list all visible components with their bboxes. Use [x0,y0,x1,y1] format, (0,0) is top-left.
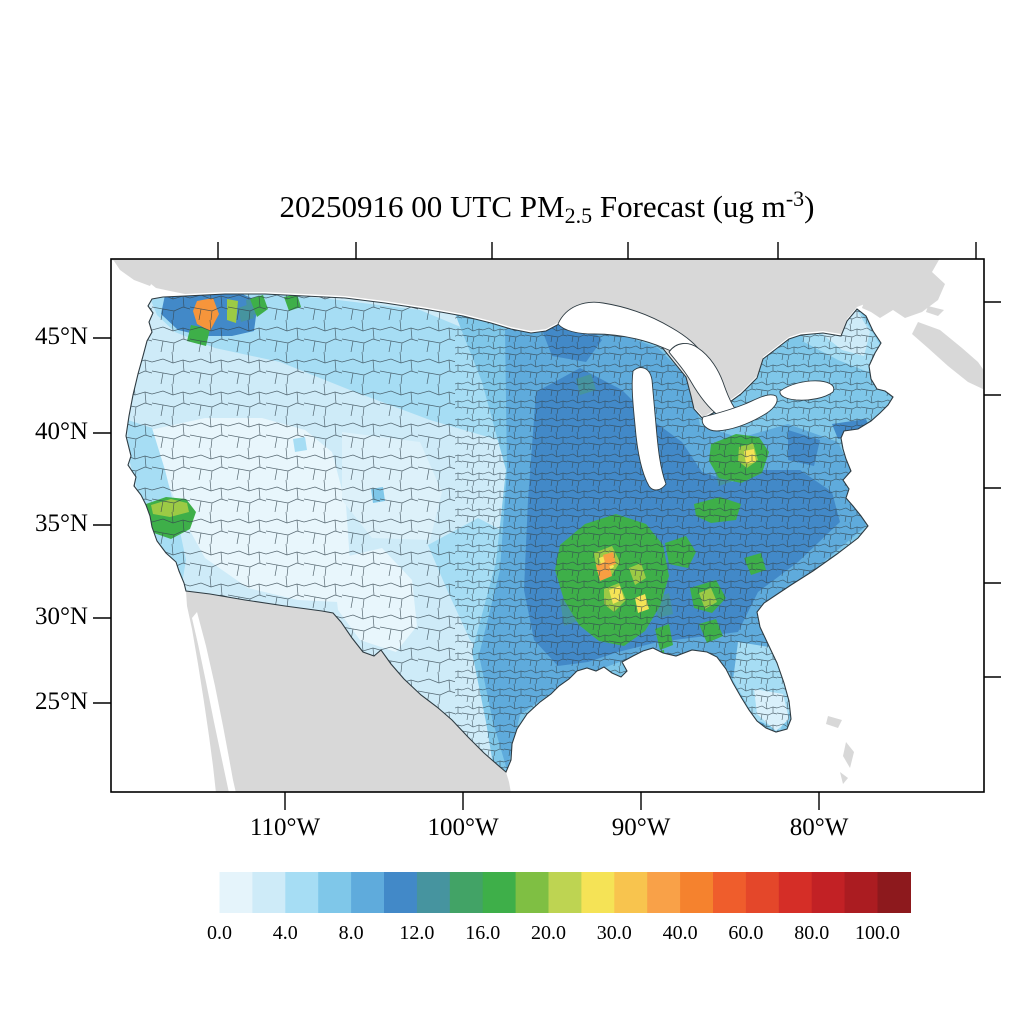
lat-tick-label: 40°N [34,418,88,445]
colorbar-tick-label: 40.0 [662,922,698,944]
colorbar-tick-label: 12.0 [399,922,435,944]
lake-erie [701,394,778,432]
colorbar-segment [811,872,846,913]
lake-ontario [779,380,835,401]
lon-tick-label: 110°W [249,814,321,841]
lat-tick-label: 35°N [34,510,88,537]
colorbar-segment [384,872,418,913]
lat-tick-label: 25°N [34,688,88,715]
lon-tick-label: 90°W [611,814,671,841]
title-middle: Forecast (ug m [592,189,786,224]
great-lakes [557,301,835,491]
gulf-of-california [192,612,236,792]
colorbar-tick-label: 0.0 [207,922,232,944]
colorbar-segment [614,872,648,913]
lon-tick-label: 100°W [427,814,499,841]
colorbar-segment [252,872,286,913]
title-prefix: 20250916 00 UTC PM [279,189,565,224]
colorbar-segment [581,872,615,913]
colorbar-tick-label: 60.0 [728,922,764,944]
colorbar-segment [647,872,681,913]
lon-tick-label: 80°W [789,814,849,841]
colorbar-segment [449,872,484,913]
title-subscript: 2.5 [564,203,593,228]
colorbar-segment [713,872,747,913]
colorbar-segment [745,872,780,913]
lake-michigan [631,367,667,491]
colorbar-segment [351,872,385,913]
axis-ticks [93,242,1001,810]
figure-title: 20250916 00 UTC PM2.5 Forecast (ug m-3) [74,186,1020,229]
bahamas-islands [826,716,854,784]
title-superscript: -3 [785,186,805,211]
lat-tick-label: 45°N [34,323,88,350]
colorbar-segment [778,872,813,913]
colorbar-segment [844,872,879,913]
colorbar-segment [548,872,582,913]
lat-tick-label: 30°N [34,603,88,630]
colorbar-tick-label: 8.0 [338,922,364,944]
colorbar-segment [877,872,911,913]
us-border-outline [125,293,894,773]
colorbar-segment [515,872,550,913]
colorbar-segment [219,872,253,913]
colorbar-segment [318,872,352,913]
colorbar-segment [482,872,517,913]
colorbar-tick-label: 30.0 [596,922,632,944]
colorbar-segment [416,872,451,913]
colorbar-tick-label: 20.0 [531,922,566,944]
colorbar-segment [680,872,714,913]
colorbar-segment [285,872,319,913]
colorbar-tick-label: 4.0 [272,922,298,944]
colorbar [219,872,911,913]
colorbar-tick-label: 16.0 [465,922,501,944]
colorbar-tick-label: 80.0 [794,922,830,944]
mexico-landmass [186,591,511,792]
colorbar-tick-label: 100.0 [855,922,900,944]
title-suffix: ) [804,189,815,224]
